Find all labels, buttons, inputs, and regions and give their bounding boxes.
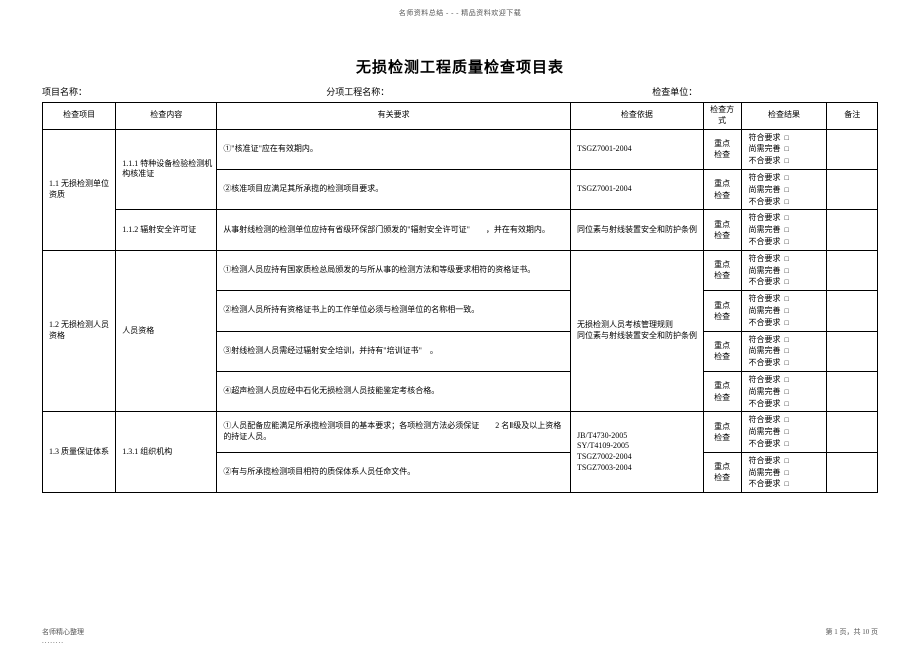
cell-method: 重点检查 — [703, 291, 741, 331]
cell-method: 重点检查 — [703, 331, 741, 371]
th-basis: 检查依据 — [571, 103, 704, 130]
th-remark: 备注 — [827, 103, 878, 130]
project-name-label: 项目名称： — [42, 85, 326, 98]
table-row: 1.3 质量保证体系1.3.1 组织机构①人员配备应能满足所承揽检测项目的基本要… — [43, 412, 878, 452]
cell-content: 1.1.1 特种设备检验检测机构核准证 — [116, 129, 217, 210]
table-row: 1.2 无损检测人员资格人员资格①检测人员应持有国家质检总局颁发的与所从事的检测… — [43, 250, 878, 290]
check-unit-label: 检查单位： — [652, 85, 878, 98]
cell-basis: 无损检测人员考核管理规则同位素与射线装置安全和防护条例 — [571, 250, 704, 412]
cell-req: ①"核准证"应在有效期内。 — [217, 129, 571, 169]
cell-content: 1.3.1 组织机构 — [116, 412, 217, 493]
document-title: 无损检测工程质量检查项目表 — [0, 56, 920, 77]
top-header: 名师资料总结 - - - 精品资料欢迎下载 — [0, 0, 920, 18]
page-footer: 名师精心整理 ........ 第 1 页，共 10 页 — [0, 627, 920, 645]
cell-item: 1.3 质量保证体系 — [43, 412, 116, 493]
th-check-item: 检查项目 — [43, 103, 116, 130]
cell-result: 符合要求□尚需完善□不合要求□ — [741, 331, 827, 371]
cell-result: 符合要求□尚需完善□不合要求□ — [741, 250, 827, 290]
footer-right: 第 1 页，共 10 页 — [826, 627, 879, 645]
cell-item: 1.2 无损检测人员资格 — [43, 250, 116, 412]
cell-remark — [827, 169, 878, 209]
cell-basis: JB/T4730-2005SY/T4109-2005TSGZ7002-2004T… — [571, 412, 704, 493]
sub-project-label: 分项工程名称： — [326, 85, 652, 98]
cell-result: 符合要求□尚需完善□不合要求□ — [741, 371, 827, 411]
cell-basis: 同位素与射线装置安全和防护条例 — [571, 210, 704, 250]
cell-content: 人员资格 — [116, 250, 217, 412]
cell-result: 符合要求□尚需完善□不合要求□ — [741, 291, 827, 331]
cell-basis: TSGZ7001-2004 — [571, 129, 704, 169]
cell-result: 符合要求□尚需完善□不合要求□ — [741, 452, 827, 492]
cell-req: 从事射线检测的检测单位应持有省级环保部门颁发的"辐射安全许可证" ，并在有效期内… — [217, 210, 571, 250]
cell-result: 符合要求□尚需完善□不合要求□ — [741, 169, 827, 209]
th-method: 检查方式 — [703, 103, 741, 130]
cell-req: ①人员配备应能满足所承揽检测项目的基本要求；各项检测方法必须保证 2 名Ⅱ级及以… — [217, 412, 571, 452]
table-row: 1.1.2 辐射安全许可证从事射线检测的检测单位应持有省级环保部门颁发的"辐射安… — [43, 210, 878, 250]
cell-req: ②核准项目应满足其所承揽的检测项目要求。 — [217, 169, 571, 209]
cell-method: 重点检查 — [703, 129, 741, 169]
inspection-table: 检查项目 检查内容 有关要求 检查依据 检查方式 检查结果 备注 1.1 无损检… — [42, 102, 878, 493]
cell-method: 重点检查 — [703, 250, 741, 290]
cell-result: 符合要求□尚需完善□不合要求□ — [741, 210, 827, 250]
cell-req: ③射线检测人员需经过辐射安全培训，并持有"培训证书" 。 — [217, 331, 571, 371]
cell-remark — [827, 129, 878, 169]
cell-method: 重点检查 — [703, 371, 741, 411]
table-header-row: 检查项目 检查内容 有关要求 检查依据 检查方式 检查结果 备注 — [43, 103, 878, 130]
meta-row: 项目名称： 分项工程名称： 检查单位： — [0, 85, 920, 102]
cell-method: 重点检查 — [703, 210, 741, 250]
cell-method: 重点检查 — [703, 412, 741, 452]
footer-left: 名师精心整理 ........ — [42, 627, 84, 645]
cell-method: 重点检查 — [703, 169, 741, 209]
table-row: 1.1 无损检测单位资质1.1.1 特种设备检验检测机构核准证①"核准证"应在有… — [43, 129, 878, 169]
cell-remark — [827, 412, 878, 452]
cell-remark — [827, 291, 878, 331]
th-check-content: 检查内容 — [116, 103, 217, 130]
cell-req: ②有与所承揽检测项目相符的质保体系人员任命文件。 — [217, 452, 571, 492]
cell-remark — [827, 452, 878, 492]
cell-remark — [827, 210, 878, 250]
cell-item: 1.1 无损检测单位资质 — [43, 129, 116, 250]
cell-content: 1.1.2 辐射安全许可证 — [116, 210, 217, 250]
cell-result: 符合要求□尚需完善□不合要求□ — [741, 129, 827, 169]
th-result: 检查结果 — [741, 103, 827, 130]
cell-req: ④超声检测人员应经中石化无损检测人员技能鉴定考核合格。 — [217, 371, 571, 411]
cell-req: ①检测人员应持有国家质检总局颁发的与所从事的检测方法和等级要求相符的资格证书。 — [217, 250, 571, 290]
th-requirement: 有关要求 — [217, 103, 571, 130]
cell-req: ②检测人员所持有资格证书上的工作单位必须与检测单位的名称相一致。 — [217, 291, 571, 331]
cell-remark — [827, 250, 878, 290]
cell-remark — [827, 371, 878, 411]
cell-basis: TSGZ7001-2004 — [571, 169, 704, 209]
cell-result: 符合要求□尚需完善□不合要求□ — [741, 412, 827, 452]
cell-remark — [827, 331, 878, 371]
cell-method: 重点检查 — [703, 452, 741, 492]
